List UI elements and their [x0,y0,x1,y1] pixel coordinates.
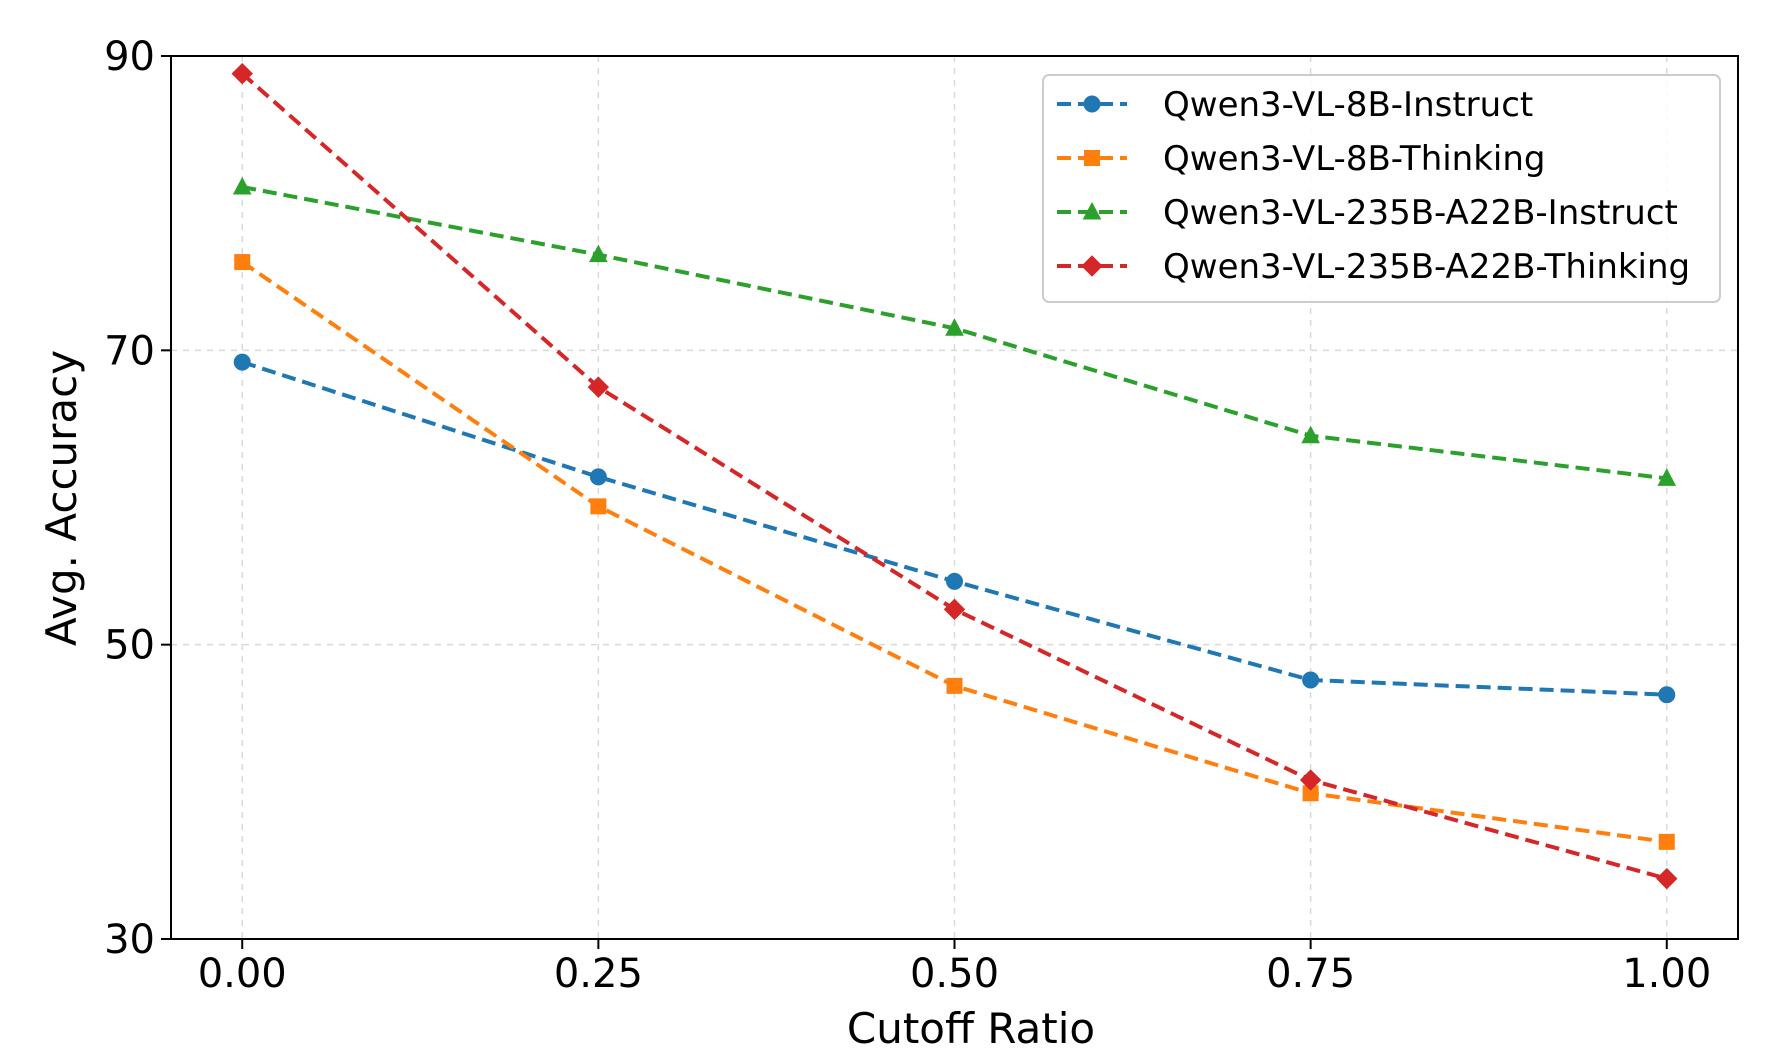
x-tick-label: 0.00 [198,951,287,997]
legend-marker [1083,95,1101,113]
data-point [589,468,607,486]
legend-item: Qwen3-VL-235B-A22B-Thinking [1057,247,1690,287]
legend: Qwen3-VL-8B-Instruct Qwen3-VL-8B-Thinking… [1042,74,1721,303]
legend-marker [1084,150,1100,166]
data-point [1657,468,1677,486]
data-point [587,376,610,398]
data-point [1658,686,1676,704]
data-point [232,176,252,195]
data-point [1656,867,1678,890]
y-tick-label: 30 [104,917,155,963]
data-point [1299,769,1322,791]
y-tick-label: 50 [104,623,155,669]
y-tick-label: 70 [104,328,155,374]
data-point [589,244,608,263]
data-point [590,498,607,515]
series-group [231,62,1678,890]
y-tick-label: 90 [104,34,155,80]
x-tick-label: 1.00 [1622,951,1711,997]
legend-item: Qwen3-VL-8B-Thinking [1057,139,1546,179]
data-point [943,598,966,621]
series-2 [234,254,1675,850]
legend-box [1042,74,1721,303]
legend-label: Qwen3-VL-235B-A22B-Thinking [1163,247,1690,287]
data-point [946,677,963,694]
x-tick-label: 0.75 [1266,951,1355,997]
data-point [945,318,964,336]
data-point [233,353,251,371]
legend-marker [1081,255,1103,277]
legend-label: Qwen3-VL-8B-Instruct [1163,85,1533,125]
legend-label: Qwen3-VL-235B-A22B-Instruct [1163,193,1678,233]
x-tick-label: 0.50 [910,951,999,997]
y-axis-label: Avg. Accuracy [37,350,86,646]
data-point [946,572,963,590]
series-4 [231,62,1678,890]
data-point [1302,671,1320,689]
x-axis-label: Cutoff Ratio [847,1004,1095,1053]
data-point [234,254,251,271]
legend-item: Qwen3-VL-235B-A22B-Instruct [1057,193,1678,233]
series-3 [232,176,1677,486]
x-tick-label: 0.25 [554,951,643,997]
data-point [1301,425,1320,444]
legend-item: Qwen3-VL-8B-Instruct [1057,85,1533,125]
axis-ticks: 0.00 0.25 0.50 0.75 1.00 30 50 70 90 [104,34,1711,997]
data-point [1658,833,1675,850]
legend-label: Qwen3-VL-8B-Thinking [1163,139,1546,179]
legend-marker [1082,201,1102,220]
series-1 [233,353,1676,704]
data-point [231,62,253,85]
